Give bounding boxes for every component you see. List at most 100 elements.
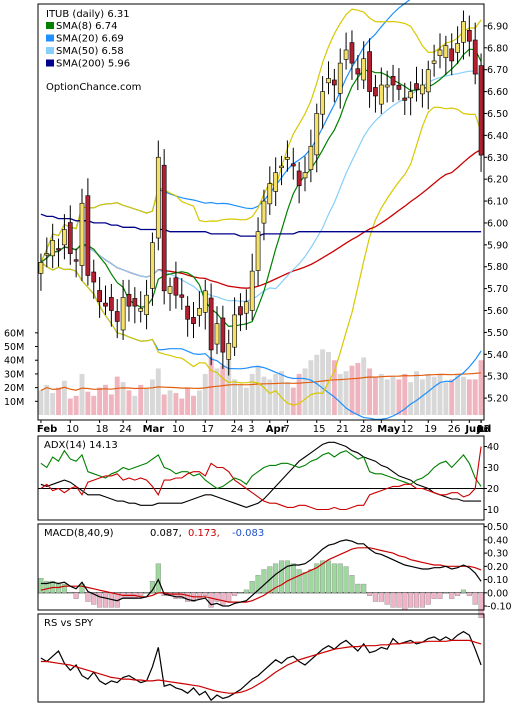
volume-bar [302,368,308,415]
volume-bar [138,384,144,415]
macd-histogram-bar [79,583,85,593]
macd-panel-frame [37,523,485,611]
macd-histogram-bar [472,592,478,605]
volume-bar [443,382,449,415]
price-tick-label: 5.30 [487,372,508,383]
volume-bar [478,360,484,415]
volume-bar [226,360,232,415]
adx-label: ADX(14) 14.13 [44,440,118,451]
price-tick-label: 6.30 [487,153,508,164]
candle-body [185,305,190,320]
macd-histogram-bar [144,592,150,594]
candle-body [220,317,226,353]
macd-histogram-bar [255,575,261,594]
volume-bar [149,379,155,415]
candle-body [126,293,132,307]
macd-histogram-value: -0.083 [232,528,264,539]
macd-tick-label: 0.00 [487,588,508,599]
macd-histogram-bar [91,592,97,605]
volume-bar [191,395,196,415]
candle-body [103,302,108,307]
volume-bar [267,379,273,415]
candle-body [261,200,267,224]
macd-line [40,539,482,607]
volume-bar [108,394,114,415]
macd-histogram-bar [425,592,431,605]
x-tick-label: 19 [424,424,437,435]
macd-histogram-bar [237,592,244,594]
volume-bar [343,371,349,415]
macd-histogram-bar [431,592,437,599]
volume-bar [472,379,478,415]
legend-label: SMA(50) 6.58 [56,46,124,57]
candle-body [150,242,155,289]
volume-tick-label: 30M [4,369,24,380]
macd-histogram-bar [372,592,378,602]
macd-histogram-bar [179,592,185,599]
candle-body [38,262,44,274]
volume-bar [460,376,466,415]
volume-bar [103,384,108,415]
volume-bar [396,379,402,415]
price-tick-label: 6.70 [487,65,508,76]
x-tick-label: Feb [37,424,57,435]
volume-bar [114,376,120,415]
candle-body [361,58,367,81]
macd-tick-label: 0.40 [487,535,508,546]
legend-swatch [46,47,54,54]
candle-body [396,84,402,90]
macd-histogram-bar [155,563,161,594]
macd-histogram-bar [44,580,50,593]
volume-bar [44,384,50,415]
legend-swatch [46,34,54,42]
macd-histogram-bar [419,592,425,608]
volume-bar [314,354,320,415]
volume-bar [372,376,378,415]
x-tick-label: 9 [477,424,483,435]
candle-body [249,270,255,311]
x-tick-label: 12 [401,424,414,435]
candle-body [56,248,61,251]
volume-bar [126,390,132,415]
macd-histogram-bar [378,592,384,602]
macd-histogram-bar [97,592,103,608]
volume-bar [261,376,267,415]
volume-bar [466,379,472,415]
candle-body [73,259,79,262]
candle-body [320,91,325,115]
candle-body [408,91,413,99]
x-tick-label: 26 [448,424,461,435]
volume-bar [237,384,243,415]
candle-body [50,240,56,257]
macd-histogram-bar [232,592,238,596]
candle-body [431,60,437,64]
candle-body [132,298,138,307]
sma-20-line [40,70,482,302]
x-tick-label: 3 [248,424,254,435]
volume-tick-label: 50M [4,342,24,353]
candle-body [85,195,91,276]
volume-bar [38,390,44,415]
candle-body [62,229,67,246]
price-tick-label: 5.90 [487,240,508,251]
adx-panel-frame [37,435,485,521]
candle-body [267,183,273,205]
watermark-text: OptionChance.com [46,82,141,93]
rs-average-line [40,639,482,694]
volume-bar [132,395,138,415]
macd-histogram-bar [85,592,91,602]
legend-label: SMA(20) 6.69 [56,34,124,45]
volume-bar [290,387,296,415]
x-tick-label: Jul [476,424,491,435]
macd-histogram-bar [214,592,220,602]
candle-body [273,172,279,192]
x-tick-label: 23 [477,424,490,435]
volume-bar [378,373,384,415]
macd-histogram-bar [460,589,467,593]
volume-tick-label: 20M [4,383,24,394]
candle-body [155,156,161,239]
volume-bar [349,365,355,415]
macd-histogram-bar [249,580,255,593]
x-tick-label: 16 [477,424,490,435]
volume-bar [326,352,331,415]
